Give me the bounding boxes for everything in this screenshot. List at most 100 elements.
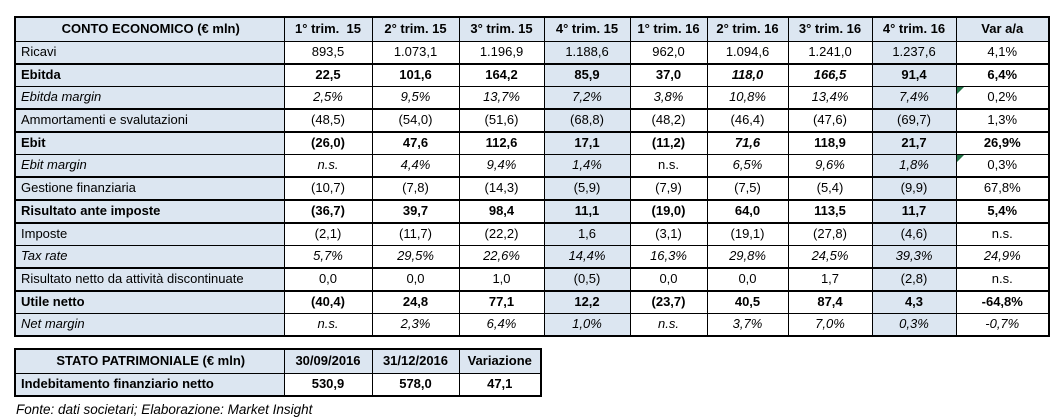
income-statement-table: CONTO ECONOMICO (€ mln) 1° trim. 15 2° tr… [14,16,1050,337]
value-cell: 11,1 [543,199,631,224]
value-cell: 1.241,0 [787,41,873,65]
value-cell: (48,5) [283,108,373,133]
value-text: (19,1) [730,226,765,242]
value-text: 29,8% [729,248,766,264]
value-text: 6,4% [486,316,517,332]
value-text: 1,0% [572,316,602,332]
value-text: 1,8% [899,157,929,173]
value-cell: (3,1) [629,222,708,246]
value-cell: 47,1 [458,373,542,397]
value-cell: 11,7 [871,199,957,224]
value-text: 1,6 [577,226,597,242]
value-text: 22,6% [483,248,520,264]
column-header: 2° trim. 16 [706,16,789,42]
value-text: (27,8) [813,226,847,242]
value-text: 1,4% [572,157,602,173]
value-text: 112,6 [485,135,518,151]
value-text: 1.241,0 [808,44,852,60]
value-text: 1.073,1 [393,44,438,60]
value-cell: 0,0 [706,267,789,292]
value-cell: 2,3% [371,313,460,337]
value-cell: 1.073,1 [371,41,460,65]
value-text: 578,0 [399,376,432,392]
value-cell: 10,8% [706,86,789,110]
value-cell: (23,7) [629,290,708,314]
value-text: -0,7% [985,316,1020,332]
value-text: (5,4) [816,180,844,196]
value-cell: 1,6 [543,222,631,246]
value-cell: 12,2 [543,290,631,314]
value-cell: (69,7) [871,108,957,133]
value-cell: 22,6% [458,245,545,269]
value-text: 0,3% [899,316,929,332]
value-text: 22,5 [315,67,341,83]
value-text: n.s. [658,316,679,332]
value-cell: 7,2% [543,86,631,110]
table-row: Gestione finanziaria (10,7) (7,8) (14,3) (5,… [14,176,1050,201]
value-text: n.s. [658,157,679,173]
value-text: 0,0 [738,271,757,287]
value-cell: 1.237,6 [871,41,957,65]
value-text: (2,8) [900,271,928,287]
value-text: 24,9% [983,248,1021,264]
value-text: 26,9% [983,135,1021,151]
value-text: 5,7% [313,248,343,264]
value-text: (47,6) [813,112,847,128]
value-text: 0,2% [987,89,1018,105]
value-text: (22,2) [484,226,519,242]
value-cell: 0,3% [871,313,957,337]
table-row: Ebit (26,0) 47,6 112,6 17,1 (11,2) 71,6 118,9 21… [14,131,1050,155]
value-text: 39,7 [402,203,429,219]
table-row: Ricavi 893,5 1.073,1 1.196,9 1.188,6 962,0 1.0… [14,41,1050,65]
value-text: 10,8% [729,89,766,105]
value-cell: (19,0) [629,199,708,224]
value-text: 29,5% [397,248,434,264]
value-cell: (11,2) [629,131,708,155]
value-cell: 22,5 [283,63,373,87]
value-cell: 67,8% [955,176,1050,201]
value-cell: 1,0% [543,313,631,337]
value-text: (5,9) [573,180,601,196]
value-cell: 164,2 [458,63,545,87]
value-text: (7,5) [734,180,761,196]
column-header: 3° trim. 15 [458,16,545,42]
value-cell: 6,4% [955,63,1050,87]
value-text: n.s. [991,226,1013,242]
value-cell: (9,9) [871,176,957,201]
value-cell: (0,5) [543,267,631,292]
value-text: 1.094,6 [725,44,770,60]
value-text: (2,1) [314,226,342,242]
value-cell: 64,0 [706,199,789,224]
value-cell: 98,4 [458,199,545,224]
value-cell: (2,8) [871,267,957,292]
value-cell: 1.188,6 [543,41,631,65]
value-text: 85,9 [574,67,600,83]
source-note: Fonte: dati societari; Elaborazione: Mar… [16,402,313,417]
value-cell: 893,5 [283,41,373,65]
value-text: 47,1 [487,376,513,392]
value-text: 64,0 [734,203,761,219]
value-cell: 3,7% [706,313,789,337]
value-cell: (40,4) [283,290,373,314]
value-cell: (46,4) [706,108,789,133]
row-label: Risultato ante imposte [14,199,285,224]
value-text: 118,0 [731,67,764,83]
table-row: Risultato ante imposte (36,7) 39,7 98,4 11,1… [14,199,1050,224]
value-cell: 6,5% [706,154,789,178]
value-text: 21,7 [901,135,927,151]
value-cell: 113,5 [787,199,873,224]
value-text: 1,0 [492,271,511,287]
value-cell: -64,8% [955,290,1050,314]
value-cell: 39,7 [371,199,460,224]
row-label: Risultato netto da attività discontinuat… [14,267,285,292]
column-header: Variazione [458,348,542,374]
value-cell: 1,8% [871,154,957,178]
value-text: (48,2) [651,112,686,128]
value-cell: 1,3% [955,108,1050,133]
value-cell: 77,1 [458,290,545,314]
value-text: 39,3% [895,248,933,264]
value-text: 13,4% [811,89,849,105]
value-text: (54,0) [398,112,433,128]
value-cell: 9,4% [458,154,545,178]
value-cell: 5,7% [283,245,373,269]
